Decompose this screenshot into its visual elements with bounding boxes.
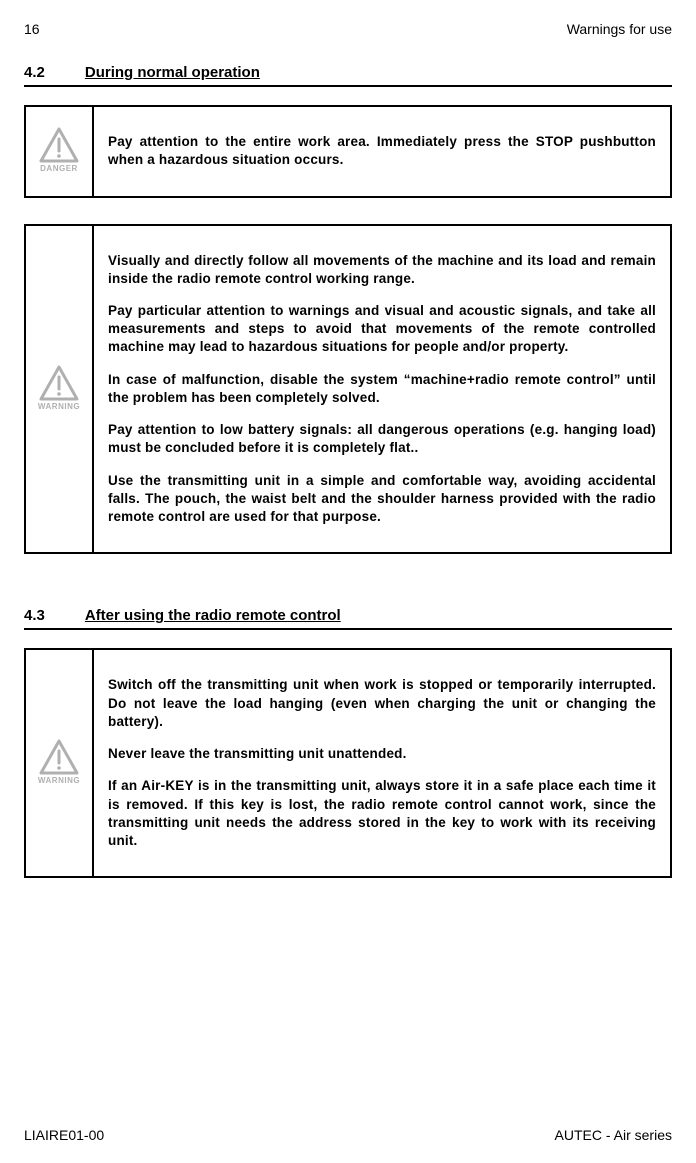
page-header: 16 Warnings for use <box>24 20 672 39</box>
warning-box-2: WARNING Switch off the transmitting unit… <box>24 648 672 878</box>
section-title-2: After using the radio remote control <box>85 606 341 626</box>
warning-icon-cell-2: WARNING <box>26 650 94 876</box>
danger-box: DANGER Pay attention to the entire work … <box>24 105 672 197</box>
warning-text-2: Switch off the transmitting unit when wo… <box>94 650 670 876</box>
footer-left: LIAIRE01-00 <box>24 1126 104 1145</box>
header-right-label: Warnings for use <box>567 20 672 39</box>
danger-text: Pay attention to the entire work area. I… <box>94 107 670 195</box>
warning-icon: WARNING <box>38 365 80 413</box>
warning-box-1: WARNING Visually and directly follow all… <box>24 224 672 555</box>
warning2-p1: Switch off the transmitting unit when wo… <box>108 676 656 731</box>
warning1-p2: Pay particular attention to warnings and… <box>108 302 656 357</box>
warning1-p4: Pay attention to low battery signals: al… <box>108 421 656 457</box>
warning-icon: WARNING <box>38 739 80 787</box>
page-number: 16 <box>24 20 40 39</box>
warning-icon-cell-1: WARNING <box>26 226 94 553</box>
danger-icon-cell: DANGER <box>26 107 94 195</box>
warning-label-2: WARNING <box>38 776 80 787</box>
section-header-4-2: 4.2 During normal operation <box>24 63 672 87</box>
warning2-p3: If an Air-KEY is in the transmitting uni… <box>108 777 656 850</box>
warning2-p2: Never leave the transmitting unit unatte… <box>108 745 656 763</box>
danger-paragraph: Pay attention to the entire work area. I… <box>108 133 656 169</box>
warning-text-1: Visually and directly follow all movemen… <box>94 226 670 553</box>
danger-icon: DANGER <box>39 127 79 175</box>
page-footer: LIAIRE01-00 AUTEC - Air series <box>24 1126 672 1145</box>
section-title: During normal operation <box>85 63 260 83</box>
warning1-p5: Use the transmitting unit in a simple an… <box>108 472 656 527</box>
warning-label-1: WARNING <box>38 402 80 413</box>
warning1-p1: Visually and directly follow all movemen… <box>108 252 656 288</box>
section-header-4-3: 4.3 After using the radio remote control <box>24 606 672 630</box>
footer-right: AUTEC - Air series <box>555 1126 672 1145</box>
warning1-p3: In case of malfunction, disable the syst… <box>108 371 656 407</box>
section-number: 4.2 <box>24 63 45 83</box>
danger-label: DANGER <box>40 164 78 175</box>
section-number-2: 4.3 <box>24 606 45 626</box>
